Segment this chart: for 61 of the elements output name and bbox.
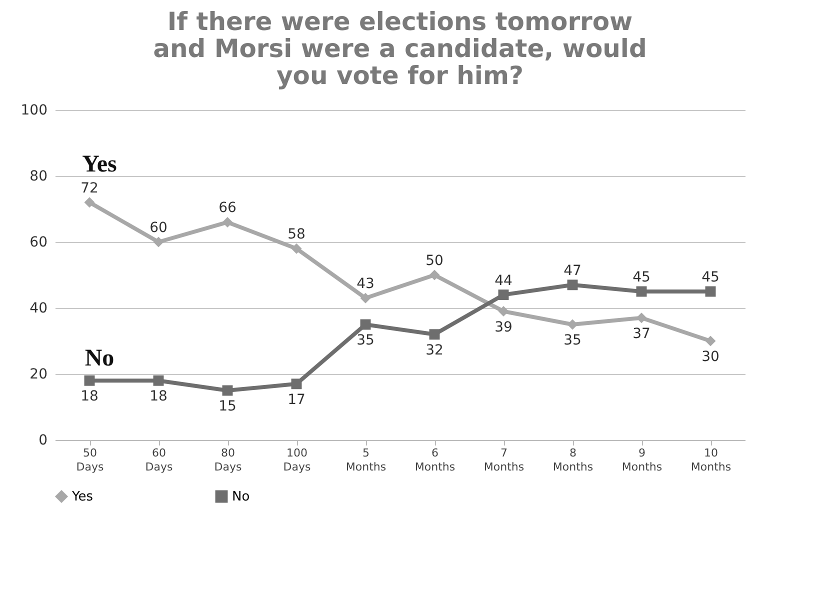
x-tick-label: 5 Months <box>346 446 386 474</box>
x-tick-label: 8 Months <box>552 446 594 474</box>
data-label: 18 <box>150 388 168 405</box>
data-label: 15 <box>218 398 236 414</box>
data-label: 45 <box>702 270 720 286</box>
data-label: 50 <box>426 253 444 269</box>
point <box>84 197 95 208</box>
data-label: 72 <box>80 180 98 196</box>
x-tick-label: 10 Months <box>690 446 732 474</box>
data-label: 45 <box>632 270 650 286</box>
data-label: 18 <box>80 388 98 405</box>
data-label: 37 <box>632 326 650 342</box>
point <box>567 319 578 330</box>
point <box>153 375 164 386</box>
data-label: 30 <box>702 349 720 365</box>
data-label: 58 <box>288 226 306 243</box>
x-tick-label: 50 Days <box>76 446 104 474</box>
data-label: 44 <box>494 272 512 289</box>
point <box>360 319 371 330</box>
data-label: 32 <box>426 342 444 358</box>
y-tick-label: 60 <box>30 234 48 250</box>
x-tick-label: 7 Months <box>484 446 524 474</box>
point <box>498 290 509 300</box>
x-tick-label: 80 Days <box>214 446 242 474</box>
data-label: 60 <box>150 220 168 236</box>
point <box>705 286 716 297</box>
y-tick-label: 80 <box>30 168 48 184</box>
point <box>222 385 233 396</box>
y-tick-label: 20 <box>30 366 48 382</box>
point <box>291 243 302 254</box>
data-label: 47 <box>564 262 582 279</box>
data-label: 66 <box>218 200 236 216</box>
x-tick-label: 60 Days <box>145 446 173 474</box>
y-tick-label: 40 <box>30 300 48 316</box>
data-label: 35 <box>356 332 374 348</box>
text: Yes <box>82 151 117 178</box>
point <box>567 280 578 290</box>
point <box>636 312 647 324</box>
point <box>153 236 164 248</box>
point <box>429 329 440 340</box>
point <box>291 378 302 390</box>
data-label: 17 <box>288 392 306 408</box>
data-label: 43 <box>356 276 374 292</box>
point <box>705 336 716 346</box>
x-tick-label: 6 Months <box>414 446 456 474</box>
x-tick-label: 9 Months <box>622 446 662 474</box>
legend-label: No <box>232 490 250 505</box>
point <box>498 306 509 317</box>
x-tick-label: 100 Days <box>283 446 311 474</box>
data-label: 39 <box>494 319 512 336</box>
y-tick-label: 100 <box>20 102 48 118</box>
y-tick-label: 0 <box>38 432 48 448</box>
point <box>222 216 233 228</box>
point <box>84 375 95 386</box>
chart-title: If there were elections tomorrow and Morsi were a candidate, would you vote for him? <box>153 7 647 90</box>
point <box>429 270 440 280</box>
data-label: 35 <box>564 332 582 348</box>
text: No <box>84 346 114 372</box>
point <box>360 292 371 304</box>
point <box>636 286 647 297</box>
legend-label: Yes <box>71 490 94 505</box>
